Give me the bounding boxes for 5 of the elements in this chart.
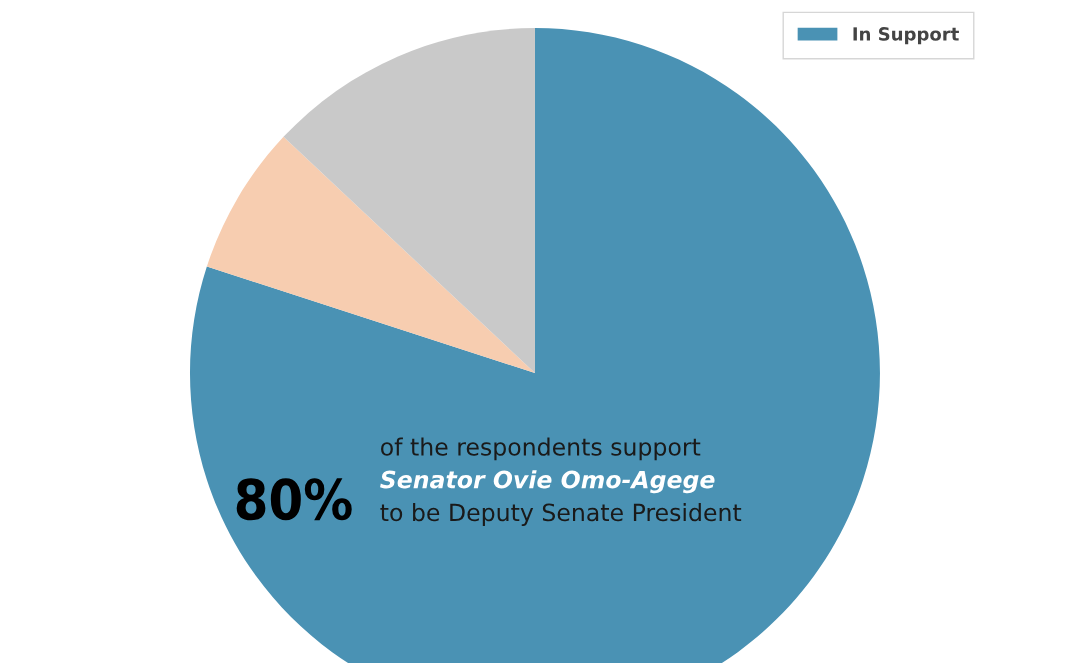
text: Senator Ovie Omo-Agege — [380, 470, 715, 494]
legend-label: In Support — [853, 27, 959, 45]
data-label: 80% — [236, 478, 352, 521]
text: to be Deputy Senate President — [380, 503, 742, 526]
text: of the respondents support — [381, 437, 701, 461]
